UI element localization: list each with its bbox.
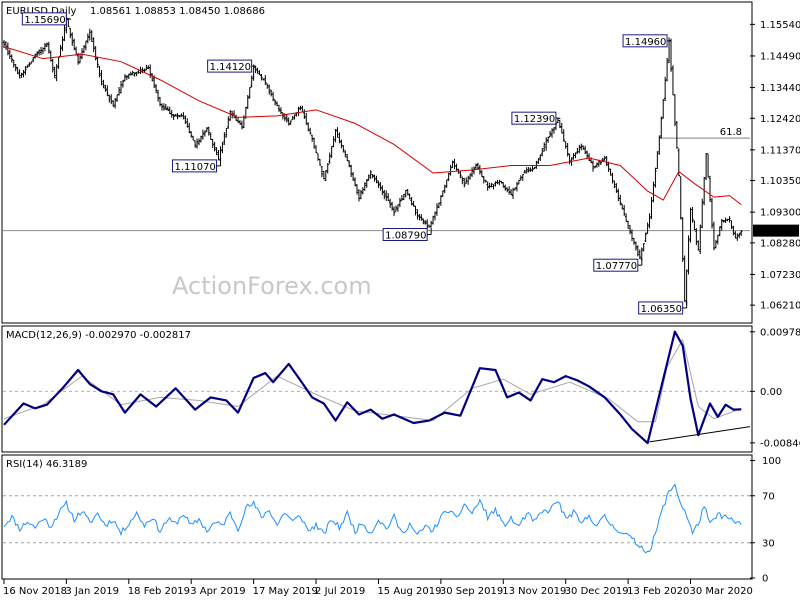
x-tick-label: 30 Mar 2020: [690, 586, 753, 597]
rsi-y-tick-label: 0: [762, 574, 768, 585]
price-bars: [2, 14, 743, 306]
price-callout-label: 1.14960: [625, 37, 666, 48]
price-y-tick-label: 1.15540: [760, 20, 800, 31]
macd-y-axis: 0.00978 0.00 -0.008464: [750, 327, 800, 449]
x-tick-label: 3 Apr 2019: [190, 586, 245, 597]
rsi-y-tick-label: 70: [762, 491, 775, 502]
price-ohlc: 1.08561 1.08853 1.08450 1.08686: [90, 6, 265, 17]
x-tick-label: 30 Sep 2019: [440, 586, 503, 597]
price-callout-box: [172, 159, 218, 173]
price-y-tick-label: 1.09300: [760, 208, 800, 219]
price-y-axis: 1.15540 1.14490 1.13440 1.12420 1.11370 1.103…: [750, 20, 800, 312]
x-tick-label: 2 Jul 2019: [315, 586, 365, 597]
price-y-tick-label: 1.12420: [760, 114, 800, 125]
rsi-y-tick-label: 30: [762, 538, 775, 549]
x-tick-label: 17 May 2019: [253, 586, 318, 597]
price-callout: 1.14120: [207, 59, 257, 73]
rsi-line: [3, 482, 742, 554]
price-y-tick-label: 1.13440: [760, 83, 800, 94]
macd-y-tick-label: 0.00: [760, 387, 782, 398]
macd-signal-line: [3, 338, 742, 423]
price-symbol: EURUSD,Daily: [6, 6, 77, 17]
current-price-tag: [753, 224, 799, 237]
price-callout-label: 1.08790: [385, 231, 426, 242]
price-callout: 1.11070: [172, 158, 222, 173]
price-callout-box: [593, 258, 639, 272]
price-callout-box: [638, 301, 684, 315]
moving-average-line: [3, 46, 742, 206]
price-callout: 1.07770: [593, 258, 643, 272]
price-callout-label: 1.06350: [641, 304, 682, 315]
price-y-tick-label: 1.07230: [760, 270, 800, 281]
price-callout: 1.14960: [622, 34, 672, 48]
macd-header: MACD(12,26,9) -0.002970 -0.002817: [6, 330, 191, 341]
price-callout: 1.15690: [21, 12, 71, 26]
price-callout-box: [622, 34, 668, 48]
x-tick-label: 16 Nov 2018: [3, 586, 67, 597]
moving-average-group: [3, 46, 742, 206]
price-callout-label: 1.15690: [24, 15, 65, 26]
price-y-tick-label: 1.14490: [760, 51, 800, 62]
macd-lines: [3, 330, 751, 445]
macd-y-tick-label: -0.008464: [760, 438, 800, 449]
price-callout-box: [21, 12, 67, 26]
price-callout: 1.12390: [511, 111, 561, 125]
x-tick-label: 3 Jan 2019: [65, 586, 119, 597]
x-tick-label: 13 Feb 2020: [627, 586, 689, 597]
price-callout-box: [207, 59, 253, 73]
price-callout-box: [511, 111, 557, 125]
price-callout: 1.06350: [638, 300, 688, 315]
x-tick-label: 15 Aug 2019: [377, 586, 441, 597]
price-y-tick-label: 1.08280: [760, 238, 800, 249]
price-callout-box: [382, 228, 428, 242]
ohlc-bars: [2, 14, 743, 306]
price-callout: 1.08790: [382, 227, 432, 242]
x-tick-label: 30 Dec 2019: [565, 586, 629, 597]
fib-level-group: 61.8: [3, 127, 750, 232]
x-tick-label: 13 Nov 2019: [502, 586, 566, 597]
macd-pane: MACD(12,26,9) -0.002970 -0.002817 0.0097…: [1, 325, 800, 453]
current-price-label: 1.08686: [757, 227, 798, 238]
price-callouts: 1.15690 1.14120 1.11070 1.08790 1.12390 1.149…: [21, 12, 688, 315]
rsi-pane-frame: [1, 454, 753, 580]
price-callout-label: 1.14120: [210, 62, 251, 73]
price-callout-label: 1.12390: [514, 114, 555, 125]
macd-pane-frame: [1, 325, 753, 453]
watermark: ActionForex.com: [172, 272, 372, 300]
rsi-lines: [3, 482, 750, 554]
price-callout-label: 1.11070: [175, 162, 216, 173]
rsi-y-tick-label: 100: [762, 456, 781, 467]
price-pane-frame: [1, 1, 753, 324]
price-y-tick-label: 1.06210: [760, 301, 800, 312]
price-y-tick-label: 1.10350: [760, 176, 800, 187]
macd-y-tick-label: 0.00978: [760, 327, 800, 338]
rsi-y-axis: 100 70 30 0: [750, 456, 781, 585]
price-y-tick-label: 1.11370: [760, 145, 800, 156]
macd-main-line: [3, 330, 742, 445]
macd-trendline: [649, 426, 751, 443]
price-pane: ActionForex.com EURUSD,Daily 1.08561 1.0…: [1, 1, 800, 324]
x-tick-label: 18 Feb 2019: [128, 586, 190, 597]
rsi-pane: RSI(14) 46.3189 100 70 30 0: [1, 454, 781, 585]
fib-level-label: 61.8: [720, 127, 742, 138]
rsi-header: RSI(14) 46.3189: [6, 459, 87, 470]
price-callout-label: 1.07770: [596, 261, 637, 272]
